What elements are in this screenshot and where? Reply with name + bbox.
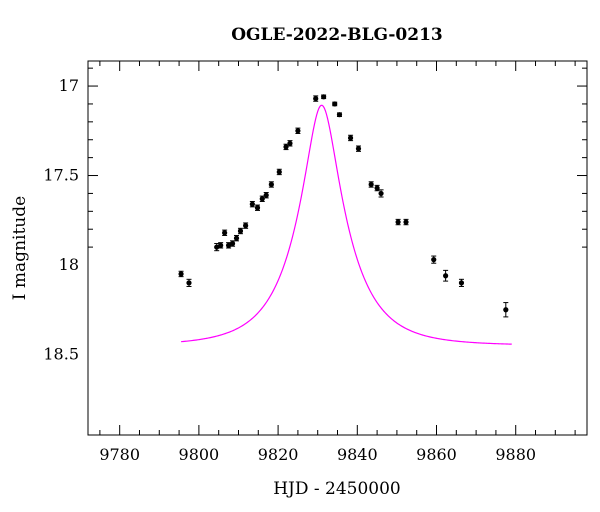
data-point xyxy=(178,270,184,278)
data-point xyxy=(263,192,269,199)
point-marker xyxy=(355,146,362,152)
data-point xyxy=(378,189,384,198)
data-point xyxy=(368,181,374,188)
point-marker xyxy=(295,128,301,134)
point-marker xyxy=(268,181,274,188)
data-point xyxy=(347,134,354,142)
x-tick-label: 9780 xyxy=(99,445,140,464)
point-marker xyxy=(259,196,265,202)
point-marker xyxy=(214,244,220,250)
point-marker xyxy=(347,135,354,141)
x-tick-label: 9800 xyxy=(179,445,220,464)
point-marker xyxy=(225,242,232,248)
axis-ticks xyxy=(88,61,587,435)
data-points xyxy=(178,94,509,318)
point-marker xyxy=(287,140,293,146)
data-point xyxy=(222,229,228,236)
point-marker xyxy=(403,219,409,225)
data-point xyxy=(254,204,261,211)
point-marker xyxy=(222,230,228,236)
point-marker xyxy=(229,240,236,247)
point-marker xyxy=(503,307,509,313)
data-point xyxy=(229,240,236,247)
data-point xyxy=(276,168,282,176)
x-tick-label: 9840 xyxy=(337,445,378,464)
x-tick-label: 9880 xyxy=(495,445,536,464)
x-axis-label: HJD - 2450000 xyxy=(273,479,401,499)
data-point xyxy=(186,278,192,287)
point-marker xyxy=(186,280,192,286)
data-point xyxy=(259,195,265,202)
data-point xyxy=(374,184,380,192)
data-point xyxy=(503,302,509,318)
data-point xyxy=(243,222,249,229)
point-marker xyxy=(243,223,249,229)
data-point xyxy=(321,94,327,100)
data-point xyxy=(313,95,319,102)
point-marker xyxy=(237,228,244,234)
x-tick-labels: 9780 9800 9820 9840 9860 9880 xyxy=(99,445,536,464)
y-tick-label: 18.5 xyxy=(43,344,79,363)
data-point xyxy=(295,127,301,134)
point-marker xyxy=(431,257,437,263)
y-tick-label: 17.5 xyxy=(43,166,79,185)
y-axis-label: I magnitude xyxy=(10,196,30,300)
data-point xyxy=(287,140,293,147)
y-tick-labels: 17 17.5 18 18.5 xyxy=(43,76,79,363)
point-marker xyxy=(263,192,269,198)
plot-frame xyxy=(87,60,588,436)
data-point xyxy=(443,269,449,282)
data-point xyxy=(233,234,240,242)
data-point xyxy=(283,143,289,151)
model-curve xyxy=(181,104,512,345)
data-point xyxy=(214,243,220,252)
data-point xyxy=(355,145,362,152)
point-marker xyxy=(218,242,224,248)
point-marker xyxy=(254,205,261,211)
data-point xyxy=(336,112,343,118)
point-marker xyxy=(283,144,289,150)
y-tick-label: 18 xyxy=(59,255,79,274)
point-marker xyxy=(458,280,465,286)
point-marker xyxy=(374,185,380,191)
y-tick-label: 17 xyxy=(59,76,79,95)
point-marker xyxy=(332,101,338,107)
data-point xyxy=(225,242,232,249)
data-point xyxy=(395,218,401,226)
chart-title: OGLE-2022-BLG-0213 xyxy=(231,25,443,45)
data-point xyxy=(458,278,465,287)
point-marker xyxy=(443,273,449,279)
data-point xyxy=(332,101,338,107)
x-tick-label: 9820 xyxy=(258,445,299,464)
point-marker xyxy=(233,235,240,241)
point-marker xyxy=(178,271,184,277)
point-marker xyxy=(321,94,327,100)
point-marker xyxy=(378,190,384,197)
x-tick-label: 9860 xyxy=(416,445,457,464)
point-marker xyxy=(276,169,282,175)
data-point xyxy=(218,242,224,249)
point-marker xyxy=(368,181,374,188)
point-marker xyxy=(395,219,401,225)
data-point xyxy=(431,255,437,264)
data-point xyxy=(403,218,409,226)
point-marker xyxy=(313,95,319,102)
point-marker xyxy=(249,201,255,207)
data-point xyxy=(237,227,244,235)
data-point xyxy=(268,181,274,188)
data-point xyxy=(249,200,255,208)
point-marker xyxy=(336,112,343,118)
